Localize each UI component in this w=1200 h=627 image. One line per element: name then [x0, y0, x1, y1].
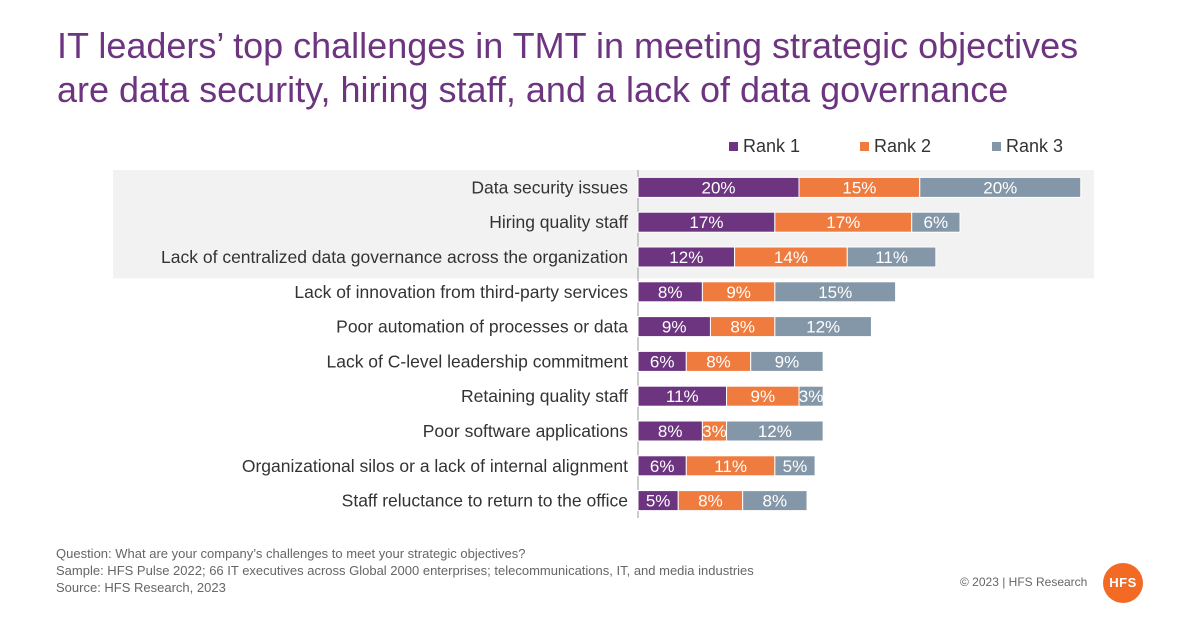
data-label: 11%: [714, 457, 747, 476]
legend-item-rank-2: Rank 2: [860, 135, 931, 157]
category-label: Retaining quality staff: [461, 386, 628, 406]
data-label: 11%: [666, 387, 699, 406]
data-label: 17%: [689, 213, 723, 232]
data-label: 20%: [983, 178, 1017, 197]
data-label: 9%: [726, 283, 751, 302]
legend-swatch-rank-2: [860, 141, 869, 151]
bar-segment: [798, 385, 824, 407]
category-label: Hiring quality staff: [489, 212, 628, 232]
category-label: Staff reluctance to return to the office: [342, 491, 628, 511]
legend-swatch-rank-3: [992, 141, 1001, 151]
bar-segment: [774, 281, 897, 303]
data-label: 9%: [750, 387, 775, 406]
legend-swatch-rank-1: [729, 141, 738, 151]
data-label: 14%: [774, 248, 808, 267]
data-label: 8%: [698, 492, 723, 511]
category-label: Poor automation of processes or data: [336, 317, 628, 337]
bar-segment: [750, 350, 824, 372]
data-label: 12%: [758, 422, 792, 441]
data-label: 3%: [702, 422, 727, 441]
legend-item-rank-1: Rank 1: [729, 135, 800, 157]
category-label: Organizational silos or a lack of intern…: [242, 456, 628, 476]
footer-question: Question: What are your company’s challe…: [56, 546, 526, 561]
data-label: 9%: [775, 352, 800, 371]
category-label: Lack of innovation from third-party serv…: [294, 282, 628, 302]
data-label: 3%: [799, 387, 824, 406]
category-label: Lack of centralized data governance acro…: [161, 247, 628, 267]
data-label: 8%: [658, 422, 683, 441]
legend-item-rank-3: Rank 3: [992, 135, 1063, 157]
data-label: 20%: [701, 178, 735, 197]
chart-title-line-2: are data security, hiring staff, and a l…: [57, 69, 1009, 110]
chart-title: IT leaders’ top challenges in TMT in mee…: [57, 24, 1157, 112]
data-label: 12%: [806, 318, 840, 337]
bar-segment: [742, 490, 808, 512]
bar-segment: [774, 316, 872, 338]
bar-segment: [919, 176, 1082, 198]
bar-segment: [846, 246, 937, 268]
legend-label-rank-1: Rank 1: [743, 136, 801, 156]
data-label: 12%: [669, 248, 703, 267]
bar-segment: [774, 455, 816, 477]
data-label: 15%: [842, 178, 876, 197]
category-label: Lack of C-level leadership commitment: [326, 351, 628, 371]
legend-label-rank-3: Rank 3: [1006, 136, 1064, 156]
copyright: © 2023 | HFS Research: [960, 575, 1088, 589]
bar-segment: [911, 211, 961, 233]
legend-label-rank-2: Rank 2: [874, 136, 932, 156]
data-label: 8%: [706, 352, 731, 371]
footer-source: Source: HFS Research, 2023: [56, 580, 226, 595]
data-label: 6%: [924, 213, 949, 232]
category-label: Poor software applications: [423, 421, 628, 441]
data-label: 9%: [662, 318, 687, 337]
data-label: 17%: [826, 213, 860, 232]
data-label: 5%: [783, 457, 808, 476]
chart-title-line-1: IT leaders’ top challenges in TMT in mee…: [57, 25, 1079, 66]
stacked-bar-chart: Data security issues 20% 15% 20% Hiring qual…: [113, 170, 1094, 518]
data-label: 6%: [650, 457, 675, 476]
data-label: 15%: [818, 283, 852, 302]
hfs-logo: HFS: [1103, 563, 1143, 603]
bar-segment: [726, 420, 824, 442]
data-label: 6%: [650, 352, 675, 371]
data-label: 11%: [875, 248, 908, 267]
footer-notes: Question: What are your company’s challe…: [56, 545, 754, 596]
footer-sample: Sample: HFS Pulse 2022; 66 IT executives…: [56, 563, 754, 578]
data-label: 8%: [658, 283, 683, 302]
data-label: 5%: [646, 492, 671, 511]
category-label: Data security issues: [471, 177, 628, 197]
data-label: 8%: [730, 318, 755, 337]
data-label: 8%: [763, 492, 788, 511]
